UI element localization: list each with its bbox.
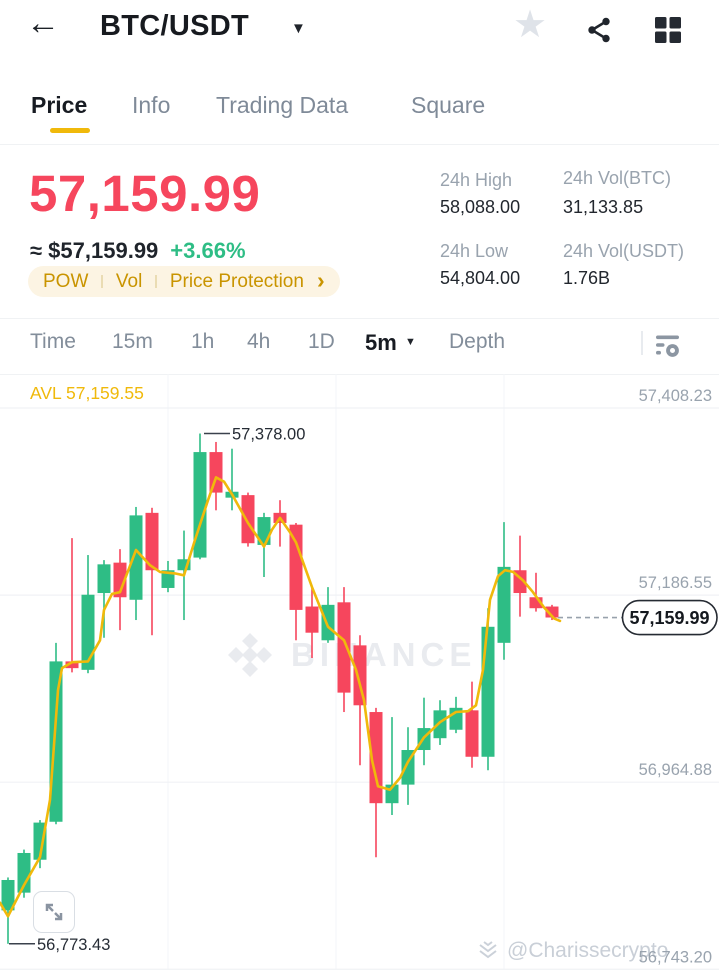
- fiat-price: ≈ $57,159.99: [30, 238, 159, 263]
- candle-body: [241, 495, 255, 544]
- binance-watermark-text: BINANCE: [291, 636, 477, 673]
- binance-logo-icon: [228, 633, 272, 677]
- chart-settings-icon[interactable]: [654, 332, 682, 365]
- candle-body: [1, 879, 15, 911]
- tab-info[interactable]: Info: [132, 92, 171, 118]
- high-annotation-label: 57,378.00: [232, 426, 305, 444]
- candlestick-chart[interactable]: 57,408.23 57,186.55 56,964.88 56,743.20 57,3…: [0, 372, 719, 975]
- stat-value: 31,133.85: [563, 197, 644, 217]
- interval-time[interactable]: Time: [30, 330, 76, 353]
- stat-value: 54,804.00: [440, 268, 521, 288]
- candle-body: [289, 524, 303, 610]
- last-price-box-label[interactable]: 57,159.99: [629, 608, 709, 628]
- interval-caret-icon[interactable]: ▼: [405, 336, 416, 348]
- tag-vol[interactable]: Vol: [115, 270, 143, 292]
- expand-icon: [45, 903, 63, 921]
- axis-price-label: 56,743.20: [639, 948, 712, 966]
- candle-body: [177, 559, 191, 571]
- candle-body: [113, 562, 127, 598]
- interval-1d[interactable]: 1D: [308, 330, 335, 353]
- candle-body: [81, 594, 95, 670]
- ma-value-label: AVL 57,159.55: [30, 383, 144, 403]
- candle-body: [321, 604, 335, 641]
- binance-watermark: BINANCE: [224, 629, 476, 681]
- stat-label: 24h Vol(USDT): [563, 241, 685, 261]
- bottom-watermark-text: @Charissecrypto: [507, 939, 669, 962]
- fiat-row: ≈ $57,159.99 +3.66%: [30, 238, 246, 264]
- tab-trading-data[interactable]: Trading Data: [216, 92, 349, 118]
- divider: [0, 318, 719, 319]
- pair-title[interactable]: BTC/USDT: [100, 10, 249, 42]
- bottom-watermark: @Charissecrypto: [476, 939, 668, 963]
- axis-price-label: 57,408.23: [639, 387, 712, 405]
- tab-price[interactable]: Price: [31, 92, 88, 118]
- candle-body: [497, 566, 511, 643]
- toolbar-divider: [641, 331, 643, 355]
- ma-line: [0, 476, 562, 918]
- divider: [0, 144, 719, 145]
- interval-4h[interactable]: 4h: [247, 330, 271, 353]
- stat-label: 24h High: [440, 170, 513, 190]
- tab-square[interactable]: Square: [411, 92, 486, 118]
- candle-body: [545, 606, 559, 618]
- candle-body: [353, 645, 367, 706]
- active-tab-underline: [50, 128, 90, 133]
- candle-body: [305, 606, 319, 633]
- candle-body: [145, 512, 159, 571]
- pill-separator: [101, 275, 103, 288]
- stat-label: 24h Vol(BTC): [563, 168, 672, 188]
- last-price: 57,159.99: [29, 165, 261, 222]
- pill-separator: [155, 275, 157, 288]
- candle-body: [465, 710, 479, 757]
- bottom-watermark-icon: [479, 941, 497, 959]
- depth-tab[interactable]: Depth: [449, 330, 506, 353]
- candle-body: [209, 452, 223, 493]
- interval-1h[interactable]: 1h: [191, 330, 215, 353]
- candle-body: [433, 710, 447, 739]
- interval-15m[interactable]: 15m: [112, 330, 153, 353]
- change-percent: +3.66%: [170, 238, 246, 263]
- fullscreen-button[interactable]: [33, 891, 75, 933]
- pair-dropdown-icon[interactable]: ▼: [291, 20, 306, 37]
- interval-selected-5m[interactable]: 5m: [365, 330, 397, 355]
- axis-price-label: 56,964.88: [639, 761, 712, 779]
- back-icon[interactable]: ←: [26, 4, 60, 42]
- candle-body: [369, 712, 383, 804]
- stat-label: 24h Low: [440, 241, 509, 261]
- divider: [0, 374, 719, 375]
- grid-menu-icon[interactable]: [653, 15, 683, 50]
- tag-pow[interactable]: POW: [43, 270, 89, 292]
- candle-body: [97, 564, 111, 594]
- tag-price-protection[interactable]: Price Protection: [169, 270, 304, 292]
- tag-pill[interactable]: POW Vol Price Protection ›: [28, 266, 340, 297]
- candle-body: [129, 515, 143, 600]
- share-icon[interactable]: [584, 15, 614, 50]
- candle-body: [17, 852, 31, 893]
- candle-body: [481, 626, 495, 757]
- chevron-right-icon: ›: [316, 267, 325, 293]
- low-annotation-label: 56,773.43: [37, 936, 110, 954]
- candle-body: [337, 602, 351, 693]
- stat-value: 58,088.00: [440, 197, 521, 217]
- candle-body: [161, 570, 175, 588]
- candle-body: [49, 661, 63, 822]
- stat-value: 1.76B: [563, 268, 611, 288]
- candle-body: [529, 597, 543, 609]
- candle-body: [65, 661, 79, 669]
- axis-price-label: 57,186.55: [639, 574, 712, 592]
- favorite-star-icon[interactable]: ★: [513, 4, 548, 46]
- last-price-box[interactable]: [621, 599, 718, 636]
